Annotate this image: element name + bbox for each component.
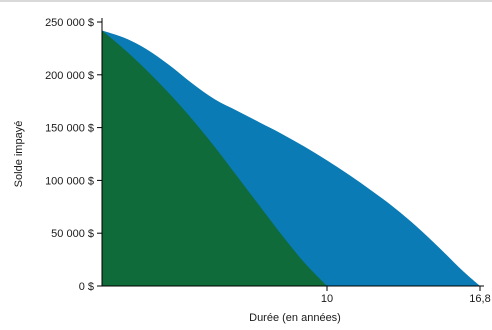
axes-group — [97, 18, 484, 291]
area-series-2 — [102, 30, 327, 287]
y-tick-label: 200 000 $ — [45, 70, 94, 82]
y-tick-label: 0 $ — [79, 281, 94, 293]
y-tick-label: 50 000 $ — [51, 228, 94, 240]
top-divider — [0, 0, 492, 2]
y-tick-label: 100 000 $ — [45, 175, 94, 187]
x-tick-label: 10 — [321, 293, 333, 305]
area-series-group — [102, 30, 480, 287]
y-tick-label: 250 000 $ — [45, 17, 94, 29]
y-axis-title: Solde impayé — [13, 121, 25, 188]
y-tick-label: 150 000 $ — [45, 123, 94, 135]
labels-group: 0 $ 50 000 $ 100 000 $ 150 000 $ 200 000 $ 25… — [13, 17, 491, 324]
x-axis-title: Durée (en années) — [249, 312, 341, 324]
x-tick-label: 16,8 — [469, 293, 490, 305]
